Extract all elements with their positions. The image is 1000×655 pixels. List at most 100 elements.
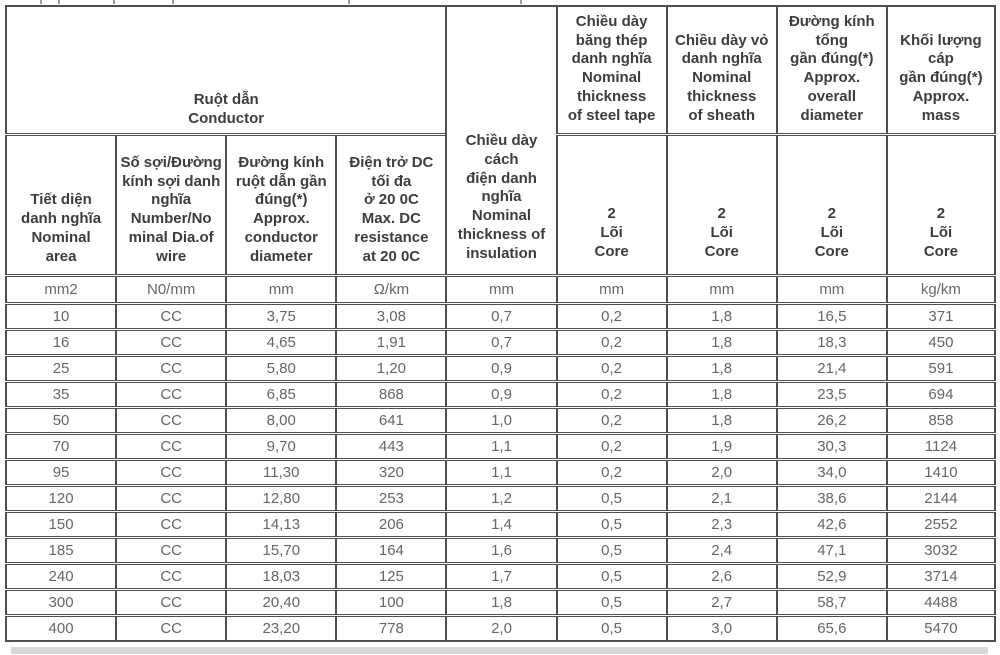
unit-cell: mm: [665, 276, 776, 303]
cell: 0,9: [445, 382, 556, 407]
unit-cell: mm: [225, 276, 336, 303]
cell: 0,2: [555, 408, 666, 433]
unit-cell: mm2: [5, 276, 116, 303]
table-row: 95 CC 11,30 320 1,1 0,2 2,0 34,0 1410: [5, 460, 996, 485]
cell: 1124: [885, 434, 996, 459]
cell: 9,70: [225, 434, 336, 459]
cell: 12,80: [225, 486, 336, 511]
cell: 150: [5, 512, 116, 537]
header-conductor-group: Ruột dẫn Conductor: [5, 5, 446, 134]
unit-cell: N0/mm: [115, 276, 226, 303]
cell: 1,0: [445, 408, 556, 433]
table-row: 400 CC 23,20 778 2,0 0,5 3,0 65,6 5470: [5, 616, 996, 642]
table-row: 120 CC 12,80 253 1,2 0,5 2,1 38,6 2144: [5, 486, 996, 511]
header-insulation-thickness: Chiều dày cách điện danh nghĩa Nominal t…: [445, 5, 556, 275]
cell: 0,5: [555, 590, 666, 615]
cell: 23,20: [225, 616, 336, 642]
cell: CC: [115, 382, 226, 407]
cell: 0,2: [555, 434, 666, 459]
cell: 65,6: [775, 616, 886, 642]
cell: 1,7: [445, 564, 556, 589]
cell: 591: [885, 356, 996, 381]
cell: CC: [115, 330, 226, 355]
header-row-group: Ruột dẫn Conductor Chiều dày cách điện d…: [5, 5, 996, 275]
cell: 1,8: [445, 590, 556, 615]
cell: CC: [115, 304, 226, 329]
cell: CC: [115, 590, 226, 615]
cell: 18,03: [225, 564, 336, 589]
cell: 1,8: [665, 330, 776, 355]
cell: CC: [115, 356, 226, 381]
cell: 1,8: [665, 304, 776, 329]
cable-spec-table: Ruột dẫn Conductor Chiều dày cách điện d…: [5, 4, 996, 643]
cell: 15,70: [225, 538, 336, 563]
cell: 2,0: [665, 460, 776, 485]
table-header: Ruột dẫn Conductor Chiều dày cách điện d…: [5, 5, 996, 275]
cell: 3,0: [665, 616, 776, 642]
unit-cell: Ω/km: [335, 276, 446, 303]
cell: 253: [335, 486, 446, 511]
header-approx-mass: Khối lượng cáp gần đúng(*) Approx. mass: [885, 5, 996, 134]
header-steel-tape-thickness: Chiều dày băng thép danh nghĩa Nominal t…: [555, 5, 666, 134]
cell: 206: [335, 512, 446, 537]
table-row: 50 CC 8,00 641 1,0 0,2 1,8 26,2 858: [5, 408, 996, 433]
cell: 0,5: [555, 616, 666, 642]
unit-cell: mm: [445, 276, 556, 303]
cell: 300: [5, 590, 116, 615]
cell: CC: [115, 486, 226, 511]
unit-cell: kg/km: [885, 276, 996, 303]
header-nominal-area: Tiết diện danh nghĩa Nominal area: [5, 135, 116, 275]
header-dc-resistance: Điện trở DC tối đa ở 20 0C Max. DC resis…: [335, 135, 446, 275]
cell: 52,9: [775, 564, 886, 589]
cell: 868: [335, 382, 446, 407]
cell: 5,80: [225, 356, 336, 381]
cell: 38,6: [775, 486, 886, 511]
cell: 0,2: [555, 330, 666, 355]
table-row: 240 CC 18,03 125 1,7 0,5 2,6 52,9 3714: [5, 564, 996, 589]
table-row: 10 CC 3,75 3,08 0,7 0,2 1,8 16,5 371: [5, 304, 996, 329]
cell: 20,40: [225, 590, 336, 615]
cell: 23,5: [775, 382, 886, 407]
cell: 58,7: [775, 590, 886, 615]
cell: 778: [335, 616, 446, 642]
cell: 2,6: [665, 564, 776, 589]
cell: 16: [5, 330, 116, 355]
header-core-diameter: 2 Lõi Core: [775, 135, 886, 275]
header-number-dia-wire: Số sợi/Đường kính sợi danh nghĩa Number/…: [115, 135, 226, 275]
cell: 3032: [885, 538, 996, 563]
cell: 18,3: [775, 330, 886, 355]
cell: 1,20: [335, 356, 446, 381]
cell: 120: [5, 486, 116, 511]
cell: 1,8: [665, 408, 776, 433]
cell: 50: [5, 408, 116, 433]
table-row: 150 CC 14,13 206 1,4 0,5 2,3 42,6 2552: [5, 512, 996, 537]
cell: 4488: [885, 590, 996, 615]
table-row: 16 CC 4,65 1,91 0,7 0,2 1,8 18,3 450: [5, 330, 996, 355]
cell: 641: [335, 408, 446, 433]
cell: 21,4: [775, 356, 886, 381]
cell: 25: [5, 356, 116, 381]
cell: 1,2: [445, 486, 556, 511]
cell: 0,9: [445, 356, 556, 381]
cell: 4,65: [225, 330, 336, 355]
cell: 0,2: [555, 382, 666, 407]
cell: 0,7: [445, 330, 556, 355]
table-body: mm2 N0/mm mm Ω/km mm mm mm mm kg/km 10 CC…: [5, 276, 996, 642]
header-core-mass: 2 Lõi Core: [885, 135, 996, 275]
table-row: 185 CC 15,70 164 1,6 0,5 2,4 47,1 3032: [5, 538, 996, 563]
cell: 0,2: [555, 356, 666, 381]
cell: 11,30: [225, 460, 336, 485]
cell: 125: [335, 564, 446, 589]
cell: 371: [885, 304, 996, 329]
cell: 1,4: [445, 512, 556, 537]
cell: 2,1: [665, 486, 776, 511]
cell: 3,75: [225, 304, 336, 329]
cell: CC: [115, 408, 226, 433]
cell: 1,8: [665, 382, 776, 407]
cell: 47,1: [775, 538, 886, 563]
cell: 2,4: [665, 538, 776, 563]
cell: 2,3: [665, 512, 776, 537]
bottom-shadow-strip: [11, 647, 988, 654]
unit-cell: mm: [555, 276, 666, 303]
cell: 240: [5, 564, 116, 589]
